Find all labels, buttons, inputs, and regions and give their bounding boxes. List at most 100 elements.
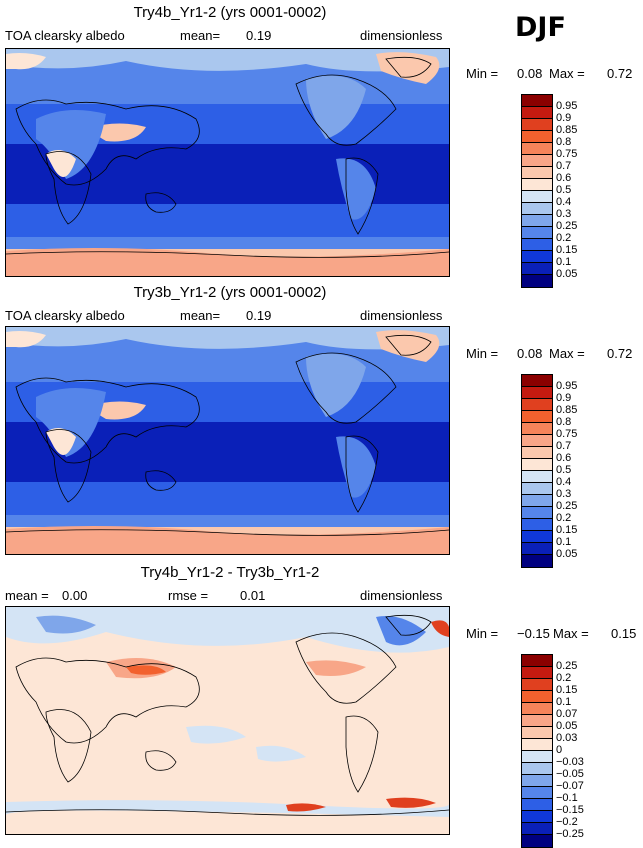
- panel2-swatch: [522, 471, 552, 483]
- panel1-min-value: 0.08: [517, 66, 543, 81]
- panel3-min-value: −0.15: [517, 626, 550, 641]
- colorbar-tick-label: 0.15: [556, 244, 578, 256]
- panel3-swatch: [522, 703, 552, 715]
- panel1-swatch: [522, 179, 552, 191]
- panel1-swatch: [522, 263, 552, 275]
- colorbar-tick-label: 0.85: [556, 124, 578, 136]
- colorbar-tick-label: 0.75: [556, 428, 578, 440]
- colorbar-tick-label: 0.5: [556, 184, 572, 196]
- panel1-swatch: [522, 143, 552, 155]
- panel2-swatch: [522, 399, 552, 411]
- colorbar-tick-label: 0.2: [556, 512, 572, 524]
- panel1-min-label: Min =: [466, 66, 499, 81]
- season-label: DJF: [515, 12, 566, 43]
- colorbar-tick-label: −0.1: [556, 792, 578, 804]
- panel1-swatch: [522, 191, 552, 203]
- colorbar-tick-label: 0.8: [556, 136, 572, 148]
- panel1-swatch: [522, 251, 552, 263]
- colorbar-tick-label: 0.3: [556, 488, 572, 500]
- panel2-swatch: [522, 507, 552, 519]
- panel3-rmse-value: 0.01: [240, 588, 266, 603]
- colorbar-tick-label: 0.6: [556, 452, 572, 464]
- panel2-colorbar-labels: 0.95 0.9 0.85 0.8 0.75 0.7 0.6 0.5 0.4 0…: [556, 374, 578, 560]
- panel2-variable-label: TOA clearsky albedo: [5, 308, 125, 323]
- panel2-swatch: [522, 435, 552, 447]
- panel1-swatch: [522, 215, 552, 227]
- panel3-swatch: [522, 751, 552, 763]
- colorbar-tick-label: 0.75: [556, 148, 578, 160]
- panel2-swatch: [522, 411, 552, 423]
- colorbar-tick-label: 0.8: [556, 416, 572, 428]
- colorbar-tick-label: 0.85: [556, 404, 578, 416]
- colorbar-tick-label: 0.25: [556, 660, 578, 672]
- panel2-title: Try3b_Yr1-2 (yrs 0001-0002): [133, 284, 327, 301]
- panel1-swatch: [522, 95, 552, 107]
- colorbar-tick-label: 0.95: [556, 380, 578, 392]
- colorbar-tick-label: 0.7: [556, 440, 572, 452]
- panel3-swatch: [522, 763, 552, 775]
- panel3-swatch: [522, 775, 552, 787]
- panel3-mean-value: 0.00: [62, 588, 88, 603]
- colorbar-tick-label: 0.05: [556, 720, 578, 732]
- panel1-swatch: [522, 155, 552, 167]
- colorbar-tick-label: 0.15: [556, 684, 578, 696]
- panel1-swatch: [522, 119, 552, 131]
- colorbar-tick-label: −0.03: [556, 756, 584, 768]
- panel3-swatch: [522, 811, 552, 823]
- panel1-swatch: [522, 275, 552, 287]
- colorbar-tick-label: −0.2: [556, 816, 578, 828]
- colorbar-tick-label: 0.25: [556, 220, 578, 232]
- colorbar-tick-label: 0.9: [556, 112, 572, 124]
- colorbar-tick-label: 0.1: [556, 256, 572, 268]
- panel1-swatch: [522, 239, 552, 251]
- panel2-swatch: [522, 555, 552, 567]
- panel1-max-label: Max =: [549, 66, 585, 81]
- panel3-swatch: [522, 835, 552, 847]
- panel3-mean-label: mean =: [5, 588, 49, 603]
- panel2-swatch: [522, 519, 552, 531]
- panel1-variable-label: TOA clearsky albedo: [5, 28, 125, 43]
- panel2-swatch: [522, 459, 552, 471]
- panel1-title: Try4b_Yr1-2 (yrs 0001-0002): [133, 4, 327, 21]
- panel3-swatch: [522, 787, 552, 799]
- panel1-swatch: [522, 167, 552, 179]
- panel1-max-value: 0.72: [607, 66, 633, 81]
- panel2-min-label: Min =: [466, 346, 499, 361]
- panel3-rmse-label: rmse =: [168, 588, 209, 603]
- colorbar-tick-label: 0.1: [556, 696, 572, 708]
- panel3-swatch: [522, 823, 552, 835]
- panel2-swatch: [522, 543, 552, 555]
- panel3-min-label: Min =: [466, 626, 499, 641]
- panel3-swatch: [522, 727, 552, 739]
- panel3-max-value: 0.15: [611, 626, 637, 641]
- panel2-min-value: 0.08: [517, 346, 543, 361]
- panel1-mean-label: mean=: [180, 28, 221, 43]
- panel1-colorbar-labels: 0.95 0.9 0.85 0.8 0.75 0.7 0.6 0.5 0.4 0…: [556, 94, 578, 280]
- panel2-colorbar: [521, 374, 553, 568]
- colorbar-tick-label: 0: [556, 744, 563, 756]
- panel3-colorbar: [521, 654, 553, 848]
- colorbar-tick-label: 0.7: [556, 160, 572, 172]
- panel2-swatch: [522, 483, 552, 495]
- colorbar-tick-label: 0.07: [556, 708, 578, 720]
- colorbar-tick-label: 0.05: [556, 268, 578, 280]
- panel1-swatch: [522, 131, 552, 143]
- panel2-max-label: Max =: [549, 346, 585, 361]
- panel1-colorbar: [521, 94, 553, 288]
- panel1-swatch: [522, 203, 552, 215]
- panel3-swatch: [522, 667, 552, 679]
- panel2-map: [5, 326, 450, 555]
- panel3-max-label: Max =: [553, 626, 589, 641]
- panel2-swatch: [522, 375, 552, 387]
- colorbar-tick-label: 0.25: [556, 500, 578, 512]
- panel3-swatch: [522, 655, 552, 667]
- panel3-swatch: [522, 691, 552, 703]
- panel1-mean-value: 0.19: [246, 28, 272, 43]
- panel3-units: dimensionless: [360, 588, 443, 603]
- colorbar-tick-label: −0.25: [556, 828, 584, 840]
- colorbar-tick-label: −0.15: [556, 804, 584, 816]
- panel2-swatch: [522, 423, 552, 435]
- panel1-map: [5, 48, 450, 277]
- colorbar-tick-label: −0.05: [556, 768, 584, 780]
- colorbar-tick-label: 0.05: [556, 548, 578, 560]
